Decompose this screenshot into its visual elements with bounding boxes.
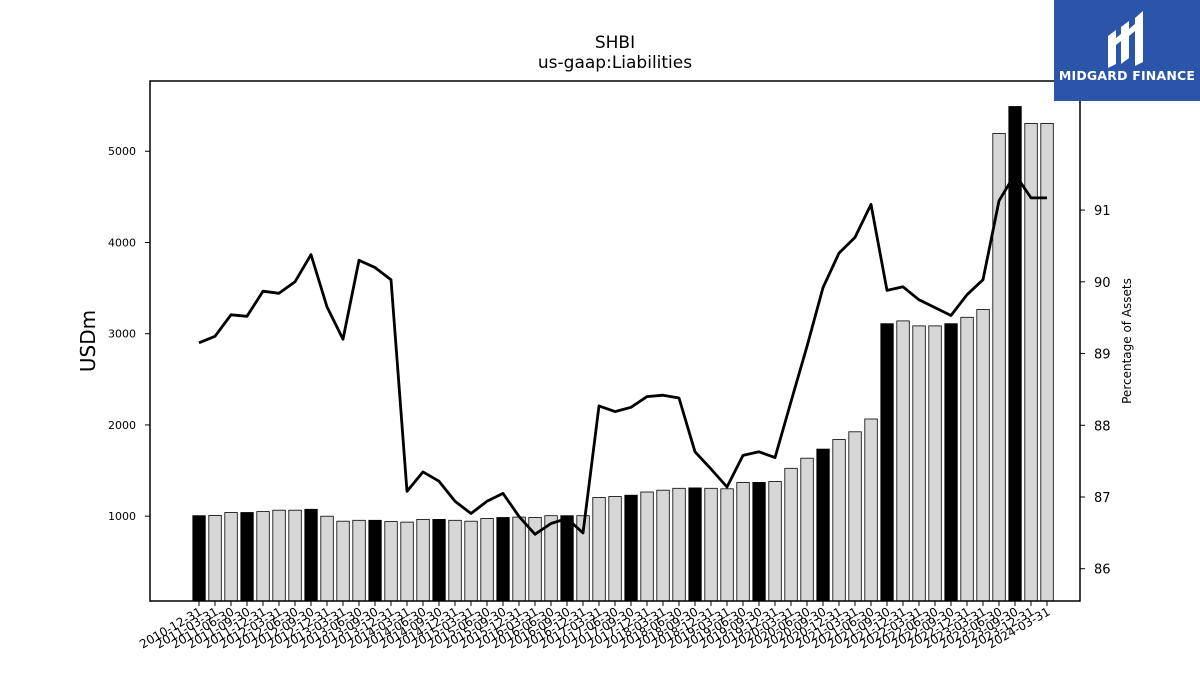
- bar: [320, 515, 334, 602]
- y-tick-label: 4000: [108, 236, 136, 249]
- bar: [416, 519, 430, 602]
- bar: [336, 520, 350, 602]
- bar: [480, 518, 494, 602]
- bar: [640, 491, 654, 602]
- bars-layer: [192, 106, 1054, 602]
- bar: [464, 520, 478, 602]
- bar: [928, 325, 942, 602]
- y-axis-left: 1000 2000 3000 4000 5000: [108, 145, 150, 523]
- bar: [208, 515, 222, 602]
- bar: [784, 467, 798, 602]
- bar: [960, 316, 974, 602]
- chart-subtitle: us-gaap:Liabilities: [538, 53, 692, 73]
- bar: [512, 516, 526, 602]
- line-layer: [198, 172, 1047, 536]
- bar: [672, 487, 686, 602]
- bar: [768, 481, 782, 602]
- bar: [816, 448, 830, 602]
- bar: [688, 487, 702, 602]
- bar: [592, 497, 606, 602]
- y2-tick-label: 91: [1094, 204, 1111, 219]
- bar: [944, 323, 958, 602]
- y-tick-label: 3000: [108, 328, 136, 341]
- bar: [896, 320, 910, 602]
- y2-tick-label: 90: [1094, 276, 1111, 291]
- y-tick-label: 1000: [108, 510, 136, 523]
- bar: [720, 488, 734, 602]
- bar: [656, 489, 670, 602]
- y2-tick-label: 87: [1094, 491, 1111, 506]
- bar: [976, 309, 990, 602]
- bar: [240, 512, 254, 602]
- bar: [192, 515, 206, 602]
- y-tick-label: 5000: [108, 145, 136, 158]
- bar: [432, 519, 446, 602]
- bar: [352, 519, 366, 602]
- bar: [752, 481, 766, 602]
- bar: [624, 494, 638, 602]
- bar: [560, 515, 574, 602]
- bar: [448, 519, 462, 602]
- bar: [288, 509, 302, 602]
- y-axis-label: USDm: [76, 310, 100, 372]
- bar: [864, 418, 878, 602]
- bar: [848, 431, 862, 602]
- bar: [912, 325, 926, 602]
- y2-tick-label: 86: [1094, 563, 1111, 578]
- brand-logo: MIDGARD FINANCE: [1054, 0, 1200, 101]
- bar: [608, 496, 622, 602]
- bar: [496, 517, 510, 602]
- logo-text: MIDGARD FINANCE: [1058, 68, 1196, 83]
- bar: [1040, 123, 1054, 602]
- line-series: [198, 172, 1047, 536]
- chart-title: SHBI: [595, 33, 635, 53]
- y2-tick-label: 88: [1094, 419, 1111, 434]
- bar: [704, 487, 718, 602]
- y2-tick-label: 89: [1094, 348, 1111, 363]
- bar: [304, 508, 318, 602]
- bar: [800, 457, 814, 602]
- bar: [400, 521, 414, 602]
- bar: [832, 439, 846, 602]
- bar: [224, 512, 238, 602]
- bar: [272, 509, 286, 602]
- bar: [736, 481, 750, 602]
- bar: [1024, 123, 1038, 602]
- y-tick-label: 2000: [108, 419, 136, 432]
- bar: [368, 519, 382, 602]
- x-axis: 2010-12-312011-03-312011-06-302011-09-30…: [137, 601, 1053, 651]
- bar: [544, 515, 558, 602]
- y2-axis-label: Percentage of Assets: [1120, 278, 1134, 404]
- bar: [384, 521, 398, 602]
- bar: [880, 323, 894, 602]
- y-axis-right: 86 87 88 89 90 91: [1080, 204, 1111, 578]
- logo-mark-icon: [1108, 11, 1143, 68]
- bar: [256, 511, 270, 602]
